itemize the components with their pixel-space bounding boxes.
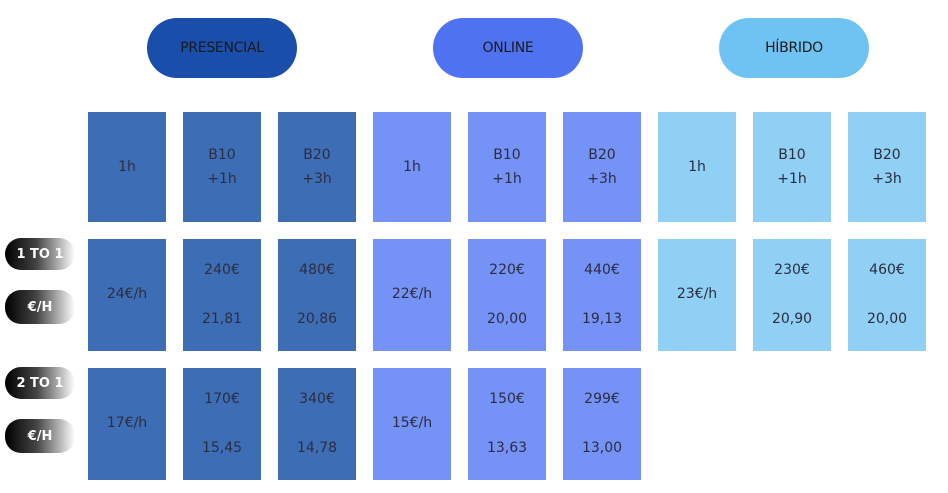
price-cell: 24€/h <box>88 239 166 351</box>
price-per-hour: 21,81 <box>201 311 243 327</box>
column-header: B10 +1h <box>753 112 831 222</box>
price: 150€ <box>489 391 525 407</box>
price-cell: 340€ 14,78 <box>278 368 356 480</box>
row-label: 2 TO 1 <box>5 367 75 399</box>
price-cell: 299€ 13,00 <box>563 368 641 480</box>
header-text: +1h <box>492 171 522 187</box>
header-text: 1h <box>118 159 136 175</box>
price: 22€/h <box>391 286 433 302</box>
header-text: B20 <box>588 147 616 163</box>
header-text: B20 <box>303 147 331 163</box>
price-cell: 240€ 21,81 <box>183 239 261 351</box>
price-per-hour: 20,00 <box>866 311 908 327</box>
price-cell: 15€/h <box>373 368 451 480</box>
price-cell: 23€/h <box>658 239 736 351</box>
price: 240€ <box>204 262 240 278</box>
column-header: B20 +3h <box>563 112 641 222</box>
mode-button: ONLINE <box>433 18 583 78</box>
price: 440€ <box>584 262 620 278</box>
price-per-hour: 14,78 <box>296 440 338 456</box>
price-per-hour: 20,00 <box>486 311 528 327</box>
price-cell: 230€ 20,90 <box>753 239 831 351</box>
header-text: +1h <box>207 171 237 187</box>
row-unit: €/H <box>5 290 75 324</box>
price-cell: 170€ 15,45 <box>183 368 261 480</box>
header-text: 1h <box>688 159 706 175</box>
price: 220€ <box>489 262 525 278</box>
header-text: +3h <box>302 171 332 187</box>
price: 340€ <box>299 391 335 407</box>
header-text: 1h <box>403 159 421 175</box>
header-text: +1h <box>777 171 807 187</box>
header-text: B10 <box>208 147 236 163</box>
column-header: B20 +3h <box>848 112 926 222</box>
price-per-hour: 19,13 <box>581 311 623 327</box>
header-text: +3h <box>872 171 902 187</box>
price-cell: 460€ 20,00 <box>848 239 926 351</box>
price-cell: 150€ 13,63 <box>468 368 546 480</box>
column-header: 1h <box>373 112 451 222</box>
price-per-hour: 20,86 <box>296 311 338 327</box>
price: 23€/h <box>676 286 718 302</box>
price: 17€/h <box>106 415 148 431</box>
price-cell: 220€ 20,00 <box>468 239 546 351</box>
price: 15€/h <box>391 415 433 431</box>
price-per-hour: 13,00 <box>581 440 623 456</box>
price-cell: 17€/h <box>88 368 166 480</box>
header-text: B10 <box>778 147 806 163</box>
price-per-hour: 13,63 <box>486 440 528 456</box>
price-per-hour: 20,90 <box>771 311 813 327</box>
column-header: 1h <box>658 112 736 222</box>
price: 480€ <box>299 262 335 278</box>
price-cell: 440€ 19,13 <box>563 239 641 351</box>
price-per-hour: 15,45 <box>201 440 243 456</box>
header-text: B20 <box>873 147 901 163</box>
column-header: 1h <box>88 112 166 222</box>
column-header: B20 +3h <box>278 112 356 222</box>
mode-button: PRESENCIAL <box>147 18 297 78</box>
header-text: B10 <box>493 147 521 163</box>
row-label: 1 TO 1 <box>5 238 75 270</box>
price-cell: 22€/h <box>373 239 451 351</box>
mode-button: HÍBRIDO <box>719 18 869 78</box>
price: 460€ <box>869 262 905 278</box>
column-header: B10 +1h <box>468 112 546 222</box>
price: 24€/h <box>106 286 148 302</box>
price: 170€ <box>204 391 240 407</box>
header-text: +3h <box>587 171 617 187</box>
price: 230€ <box>774 262 810 278</box>
price-cell: 480€ 20,86 <box>278 239 356 351</box>
price: 299€ <box>584 391 620 407</box>
column-header: B10 +1h <box>183 112 261 222</box>
row-unit: €/H <box>5 419 75 453</box>
